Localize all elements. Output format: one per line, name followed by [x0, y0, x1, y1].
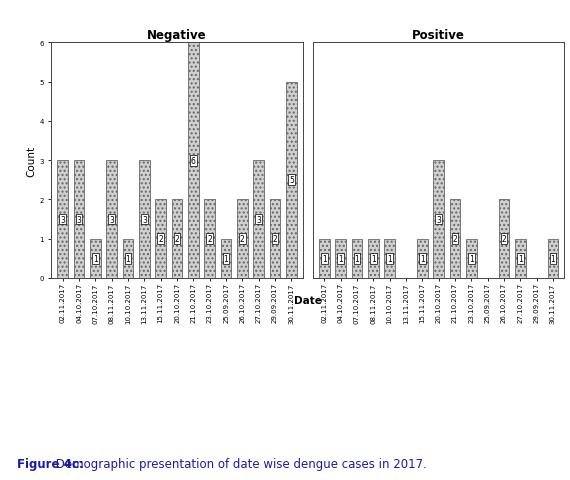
Text: 1: 1 — [551, 254, 555, 264]
Text: 1: 1 — [387, 254, 392, 264]
Bar — [188, 43, 199, 278]
Bar — [499, 200, 509, 278]
Text: 3: 3 — [256, 215, 261, 224]
Bar — [237, 200, 247, 278]
Text: Demographic presentation of date wise dengue cases in 2017.: Demographic presentation of date wise de… — [52, 457, 428, 470]
Bar — [450, 200, 460, 278]
Text: 2: 2 — [502, 235, 506, 244]
Text: 2: 2 — [240, 235, 245, 244]
Bar — [139, 161, 150, 278]
Text: 2: 2 — [272, 235, 278, 244]
Text: Figure 4c:: Figure 4c: — [17, 457, 84, 470]
Bar — [58, 161, 68, 278]
Y-axis label: Count: Count — [26, 145, 36, 176]
Bar — [254, 161, 264, 278]
Text: 1: 1 — [93, 254, 98, 264]
Text: 2: 2 — [174, 235, 180, 244]
Text: 3: 3 — [436, 215, 441, 224]
Text: 1: 1 — [371, 254, 376, 264]
Text: 5: 5 — [289, 176, 294, 185]
Bar — [548, 239, 558, 278]
Bar — [156, 200, 166, 278]
Bar — [270, 200, 280, 278]
Text: 3: 3 — [142, 215, 147, 224]
Bar — [515, 239, 526, 278]
Bar — [172, 200, 182, 278]
Text: 1: 1 — [469, 254, 474, 264]
Text: 3: 3 — [60, 215, 65, 224]
Bar — [417, 239, 428, 278]
Bar — [107, 161, 117, 278]
Bar — [352, 239, 362, 278]
Bar — [286, 83, 296, 278]
Text: 2: 2 — [453, 235, 457, 244]
Text: 1: 1 — [338, 254, 343, 264]
Text: 1: 1 — [125, 254, 131, 264]
Text: Date: Date — [294, 295, 321, 305]
Title: Positive: Positive — [412, 29, 465, 42]
Title: Negative: Negative — [147, 29, 207, 42]
Text: 6: 6 — [191, 156, 196, 165]
Bar — [221, 239, 231, 278]
Bar — [335, 239, 346, 278]
Bar — [74, 161, 84, 278]
Bar — [368, 239, 378, 278]
Bar — [433, 161, 444, 278]
Text: 3: 3 — [76, 215, 82, 224]
Text: 1: 1 — [518, 254, 523, 264]
Text: 1: 1 — [420, 254, 425, 264]
Bar — [466, 239, 477, 278]
Text: 1: 1 — [223, 254, 229, 264]
Bar — [205, 200, 215, 278]
Text: 1: 1 — [322, 254, 327, 264]
Bar — [90, 239, 101, 278]
Bar — [123, 239, 133, 278]
Text: 3: 3 — [109, 215, 114, 224]
Text: 2: 2 — [158, 235, 163, 244]
Bar — [384, 239, 395, 278]
Bar — [319, 239, 329, 278]
Text: 1: 1 — [355, 254, 359, 264]
Text: 2: 2 — [207, 235, 212, 244]
